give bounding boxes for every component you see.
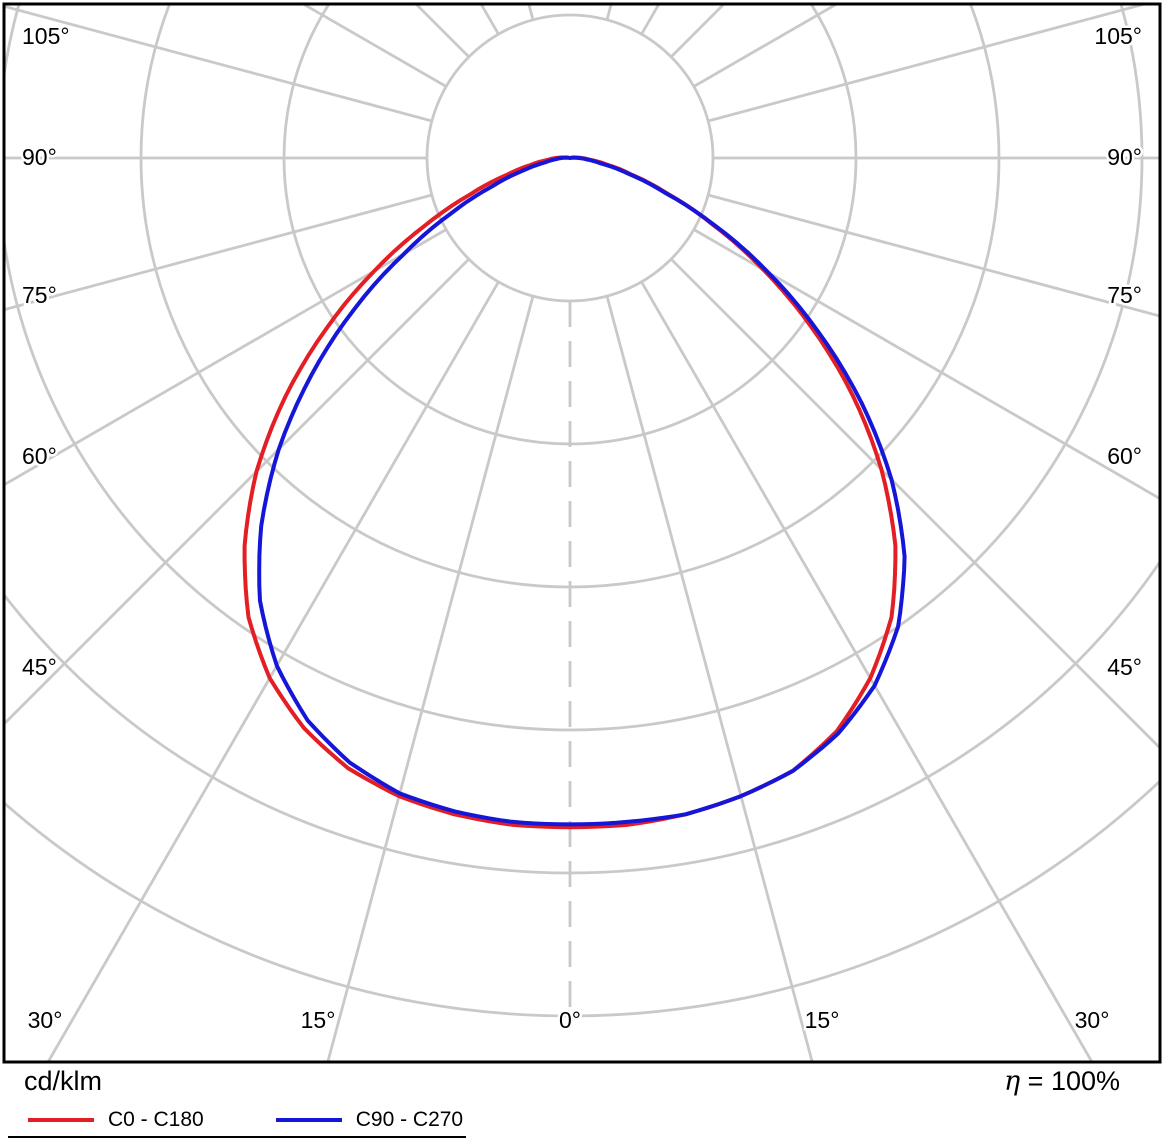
legend-item-c0-c180: C0 - C180 xyxy=(28,1108,204,1132)
angle-spoke xyxy=(5,193,433,311)
angle-label: 0° xyxy=(559,1007,581,1033)
angle-spoke xyxy=(5,228,447,486)
angle-label: 90° xyxy=(22,144,57,170)
radial-ring xyxy=(282,5,858,446)
polar-chart-canvas: 105° 90° 75° 60° 45° 105° 90° 75° 60° 45° 30° 15° 0°… xyxy=(2,2,1162,1064)
angle-label: 30° xyxy=(28,1007,63,1033)
angle-label: 105° xyxy=(1094,23,1142,49)
angle-spoke xyxy=(640,281,1093,1061)
legend-item-c90-c270: C90 - C270 xyxy=(275,1108,464,1132)
units-label: cd/klm xyxy=(24,1066,103,1096)
legend-underline xyxy=(8,1136,466,1138)
angle-spoke xyxy=(693,228,1159,500)
angle-spoke xyxy=(707,5,1147,123)
plot-border xyxy=(2,2,1162,1064)
legend-label-c90-c270: C90 - C270 xyxy=(355,1108,464,1131)
legend-swatch-red-line xyxy=(28,1118,94,1122)
angle-label: 30° xyxy=(1075,1007,1110,1033)
radial-ring xyxy=(139,5,1001,589)
angle-label: 15° xyxy=(301,1007,336,1033)
eta-symbol: η xyxy=(1003,1066,1021,1097)
angle-spoke xyxy=(670,5,725,58)
angle-label: 90° xyxy=(1107,144,1142,170)
polar-diagram: 105° 90° 75° 60° 45° 105° 90° 75° 60° 45° 30° 15° 0°… xyxy=(2,2,1162,1064)
angle-label: 45° xyxy=(1107,654,1142,680)
efficiency-value: = 100% xyxy=(1020,1066,1120,1096)
angle-spoke xyxy=(605,295,814,1061)
radial-ring xyxy=(5,779,1159,1018)
angle-label: 60° xyxy=(22,443,57,469)
angle-label: 15° xyxy=(805,1007,840,1033)
angle-spoke xyxy=(47,281,500,1061)
angle-spoke xyxy=(707,193,1159,318)
chart-footer: cd/klm η = 100% C0 - C180 C90 - C270 xyxy=(0,1066,1164,1140)
efficiency-label: η = 100% xyxy=(1004,1066,1120,1097)
intensity-curves xyxy=(242,155,907,830)
angle-label: 45° xyxy=(22,654,57,680)
angle-spoke xyxy=(415,5,470,58)
angle-spoke xyxy=(326,295,535,1061)
angle-label: 60° xyxy=(1107,443,1142,469)
polar-grid xyxy=(5,5,1159,1061)
angle-spoke xyxy=(5,258,470,725)
angle-spoke xyxy=(5,5,433,123)
angle-label: 75° xyxy=(22,282,57,308)
legend: C0 - C180 C90 - C270 xyxy=(28,1108,463,1132)
radial-ring xyxy=(5,560,1159,875)
angle-label: 105° xyxy=(22,23,70,49)
legend-swatch-blue-line xyxy=(275,1118,342,1122)
angle-label: 75° xyxy=(1107,282,1142,308)
legend-label-c0-c180: C0 - C180 xyxy=(108,1108,204,1131)
angle-spoke xyxy=(670,258,1159,749)
angle-labels: 105° 90° 75° 60° 45° 105° 90° 75° 60° 45° 30° 15° 0°… xyxy=(20,21,1145,1036)
curve-c90-c270 xyxy=(257,155,907,827)
